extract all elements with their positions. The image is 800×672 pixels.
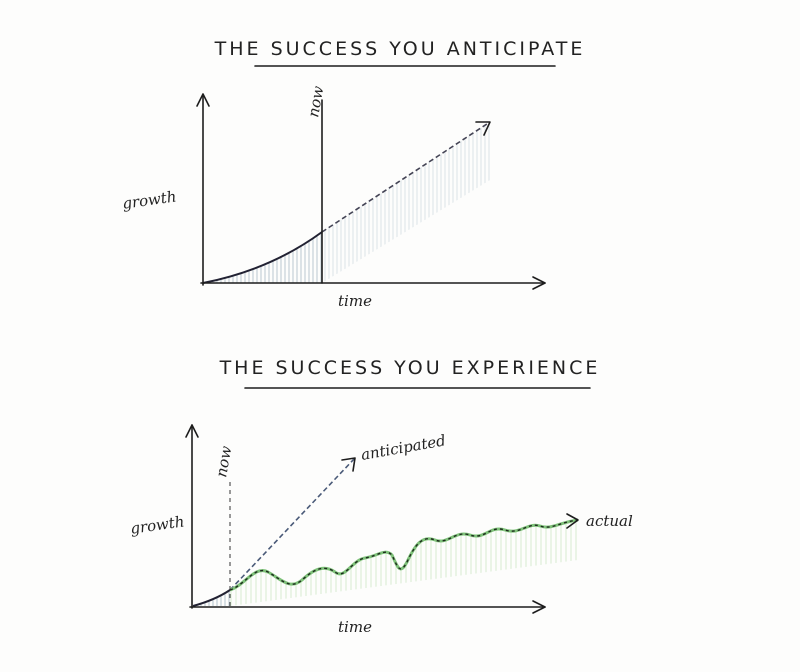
area-past (193, 590, 230, 606)
x-label: time (338, 292, 372, 310)
actual-area (230, 520, 578, 606)
arrow-head (475, 121, 491, 136)
growth-curve-past (202, 231, 323, 284)
past-curve (192, 589, 231, 607)
y-label: growth (129, 512, 185, 537)
actual-line (229, 519, 579, 591)
area-future (322, 122, 490, 283)
anticipated-label: anticipated (360, 431, 448, 464)
anticipated-line (229, 457, 356, 591)
arrow-head (566, 513, 579, 529)
x-label: time (338, 618, 372, 636)
x-arrow (532, 600, 546, 614)
y-label: growth (121, 187, 177, 212)
now-label: now (304, 84, 327, 118)
arrow-head (341, 457, 356, 472)
panel-experience: THE SUCCESS YOU EXPERIENCE now growth ti… (129, 357, 633, 636)
x-arrow (532, 276, 546, 290)
panel-title: THE SUCCESS YOU ANTICIPATE (214, 38, 586, 60)
panel-title: THE SUCCESS YOU EXPERIENCE (219, 357, 601, 379)
y-arrow (185, 424, 199, 438)
y-arrow (196, 93, 210, 107)
growth-curve-future (321, 121, 491, 233)
area-past (203, 232, 322, 283)
now-label: now (212, 444, 235, 478)
actual-label: actual (586, 512, 633, 530)
panel-anticipate: THE SUCCESS YOU ANTICIPATE now growth ti… (121, 38, 586, 310)
